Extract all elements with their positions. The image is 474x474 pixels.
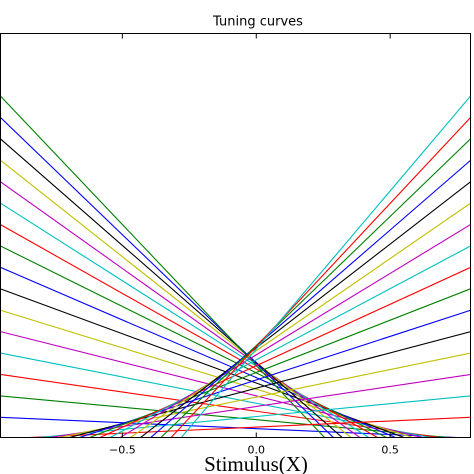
tuning-curve — [0, 352, 470, 437]
axes-frame — [0, 33, 471, 438]
tuning-curve — [0, 416, 470, 437]
tuning-curve — [0, 266, 470, 437]
tuning-curve — [0, 159, 470, 437]
tuning-curve — [0, 202, 470, 437]
tuning-curve — [0, 138, 470, 437]
tuning-curve — [0, 352, 470, 437]
tuning-curve — [0, 309, 470, 437]
tuning-curve — [0, 181, 470, 437]
tuning-curve — [0, 373, 470, 437]
tuning-curve — [0, 245, 470, 437]
tuning-curve — [0, 395, 470, 437]
tuning-curve — [0, 245, 470, 437]
tuning-curve — [0, 138, 470, 437]
tuning-curve — [0, 224, 470, 437]
tuning-curve — [0, 395, 470, 437]
tuning-curve — [0, 202, 470, 437]
plot-area — [0, 95, 470, 437]
x-tick-label: 0.0 — [248, 444, 266, 457]
x-tick-label: −0.5 — [109, 444, 136, 457]
tuning-curve — [0, 416, 470, 437]
tuning-curve — [0, 95, 470, 437]
tuning-curve — [0, 95, 470, 437]
tuning-curve — [0, 267, 470, 437]
tuning-curve — [0, 288, 470, 437]
tuning-curve — [0, 309, 470, 437]
tuning-curve — [0, 181, 470, 437]
tuning-curve — [0, 160, 470, 437]
tuning-curve — [0, 117, 470, 437]
x-axis-label: Stimulus(X) — [204, 452, 308, 474]
tuning-curve — [0, 117, 470, 437]
tuning-curve — [0, 373, 470, 437]
tuning-curve — [0, 224, 470, 437]
tuning-curve — [0, 331, 470, 437]
tuning-curve — [0, 331, 470, 437]
chart-title: Tuning curves — [212, 15, 303, 30]
tuning-curve — [0, 288, 470, 437]
x-tick-label: 0.5 — [381, 444, 399, 457]
